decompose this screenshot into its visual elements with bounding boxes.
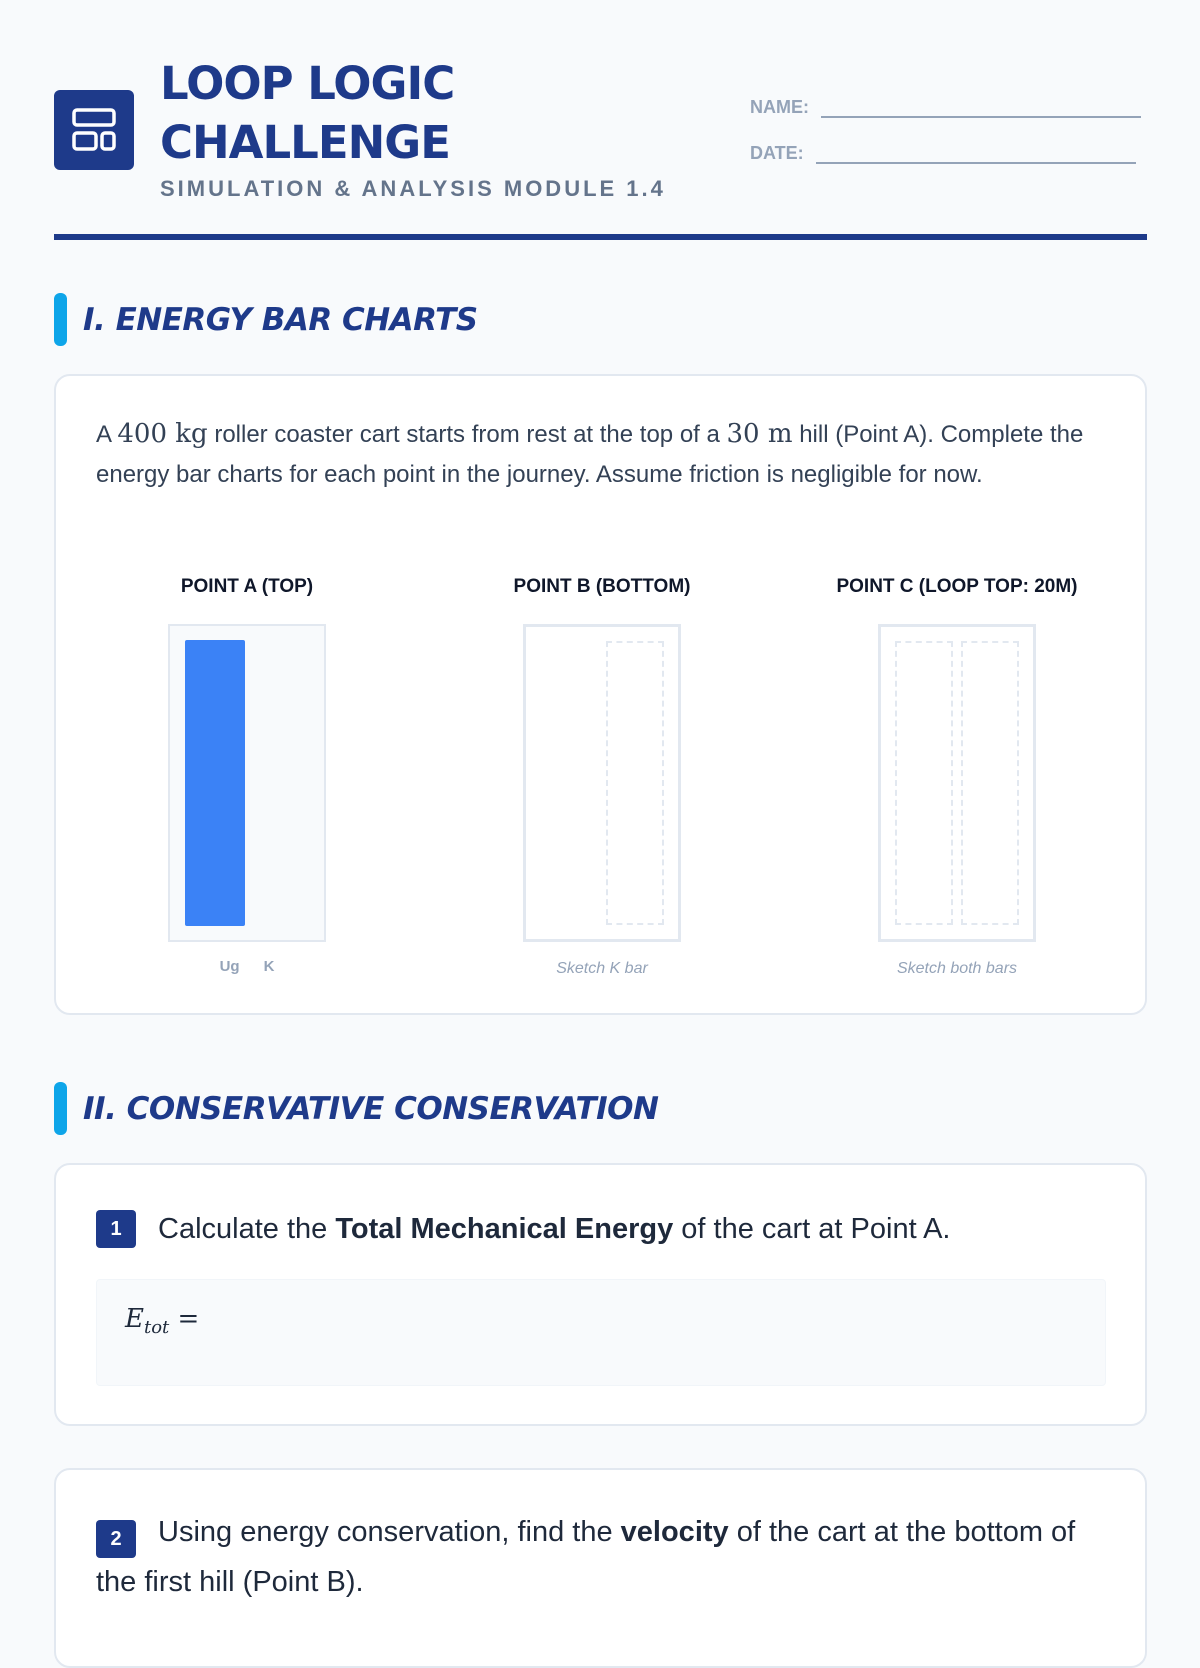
chart-point-b: POINT B (BOTTOM) Sketch K bar — [513, 576, 691, 977]
layout-grid-icon — [72, 108, 116, 151]
question-1: 1 Calculate the Total Mechanical Energy o… — [96, 1205, 1096, 1253]
question-card-2: 2 Using energy conservation, find the vel… — [54, 1468, 1147, 1668]
question-card-1: 1 Calculate the Total Mechanical Energy o… — [54, 1163, 1147, 1426]
logo — [54, 90, 134, 170]
name-field[interactable]: NAME: — [750, 94, 1141, 118]
date-field[interactable]: DATE: — [750, 140, 1136, 164]
label-ug: Ug — [219, 958, 240, 975]
section-heading: I. ENERGY BAR CHARTS — [54, 293, 478, 346]
bar-ug — [185, 640, 245, 926]
chart-point-a: POINT A (TOP) Ug K — [97, 576, 397, 975]
sketch-area-b[interactable] — [523, 624, 681, 942]
page-title: LOOP LOGIC CHALLENGE — [160, 57, 455, 169]
energy-bar-card: A 400 kg roller coaster cart starts from… — [54, 374, 1147, 1015]
header-divider — [54, 234, 1147, 240]
sketch-area-c[interactable] — [878, 624, 1036, 942]
label-k: K — [263, 958, 275, 975]
section-heading: II. CONSERVATIVE CONSERVATION — [54, 1082, 659, 1135]
question-2: 2 Using energy conservation, find the vel… — [96, 1516, 1076, 1598]
answer-box-1[interactable]: Etot = — [96, 1279, 1106, 1386]
problem-statement: A 400 kg roller coaster cart starts from… — [96, 419, 1084, 488]
subtitle: SIMULATION & ANALYSIS MODULE 1.4 — [160, 176, 666, 201]
chart-point-c: POINT C (LOOP TOP: 20M) Sketch both bars — [836, 576, 1078, 977]
